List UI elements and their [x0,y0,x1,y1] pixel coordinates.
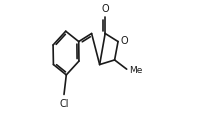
Text: O: O [101,4,109,14]
Text: O: O [121,36,129,45]
Text: Cl: Cl [59,98,69,108]
Text: Me: Me [130,66,143,75]
